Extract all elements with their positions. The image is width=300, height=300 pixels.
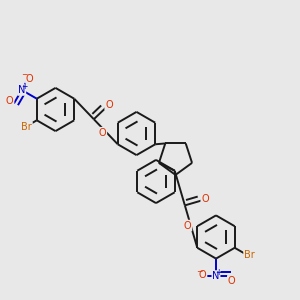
Text: Br: Br bbox=[21, 122, 32, 132]
Text: +: + bbox=[215, 268, 222, 277]
Text: +: + bbox=[21, 82, 27, 91]
Text: Br: Br bbox=[244, 250, 255, 260]
Text: −: − bbox=[22, 70, 28, 79]
Text: N: N bbox=[212, 271, 220, 281]
Text: O: O bbox=[184, 220, 191, 230]
Text: O: O bbox=[228, 276, 236, 286]
Text: O: O bbox=[26, 74, 34, 84]
Text: −: − bbox=[196, 268, 202, 277]
Text: O: O bbox=[6, 96, 14, 106]
Text: O: O bbox=[201, 194, 209, 205]
Text: O: O bbox=[105, 100, 113, 110]
Text: N: N bbox=[18, 85, 26, 95]
Text: O: O bbox=[99, 128, 106, 138]
Text: O: O bbox=[199, 269, 207, 280]
